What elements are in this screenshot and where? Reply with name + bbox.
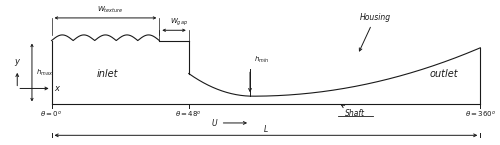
Text: $h_{min}$: $h_{min}$ — [254, 55, 270, 65]
Text: $\theta=0^o$: $\theta=0^o$ — [40, 109, 62, 119]
Text: $\theta=360^o$: $\theta=360^o$ — [465, 109, 496, 119]
Text: $y$: $y$ — [14, 57, 21, 68]
Text: $x$: $x$ — [54, 84, 61, 93]
Text: $\theta=48^o$: $\theta=48^o$ — [176, 109, 202, 119]
Text: inlet: inlet — [97, 69, 118, 79]
Text: $h_{max}$: $h_{max}$ — [36, 67, 53, 78]
Text: Shaft: Shaft — [342, 105, 365, 118]
Text: $U$: $U$ — [210, 117, 218, 128]
Text: $L$: $L$ — [263, 123, 269, 134]
Text: $W_{texture}$: $W_{texture}$ — [97, 5, 124, 15]
Text: outlet: outlet — [429, 69, 458, 79]
Text: $W_{gap}$: $W_{gap}$ — [170, 16, 188, 28]
Text: Housing: Housing — [360, 13, 390, 51]
